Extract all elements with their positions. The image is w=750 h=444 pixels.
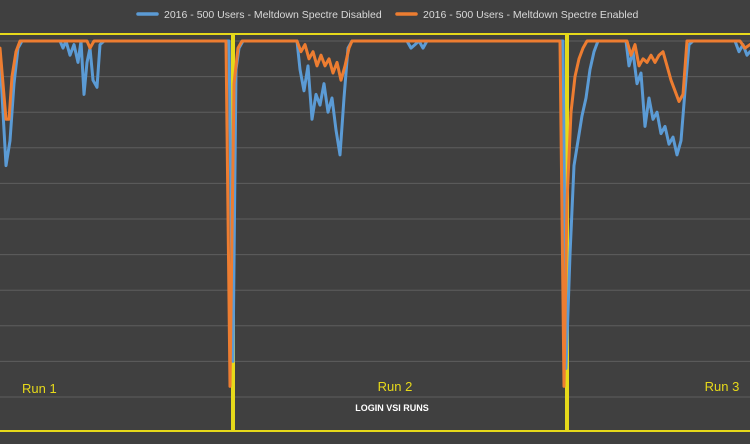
x-axis-title: LOGIN VSI RUNS xyxy=(355,403,429,413)
run-box-3 xyxy=(567,33,750,432)
run-label-2: Run 2 xyxy=(378,379,413,394)
legend-label-2: 2016 - 500 Users - Meltdown Spectre Enab… xyxy=(423,9,639,21)
run-label-1: Run 1 xyxy=(22,381,57,396)
legend-label-1: 2016 - 500 Users - Meltdown Spectre Disa… xyxy=(164,9,382,21)
series-line-enabled xyxy=(0,39,750,388)
series-layer xyxy=(0,39,750,388)
run-labels: Run 1 Run 2 Run 3 xyxy=(22,379,739,396)
run-label-3: Run 3 xyxy=(705,379,740,394)
legend: 2016 - 500 Users - Meltdown Spectre Disa… xyxy=(136,9,639,21)
